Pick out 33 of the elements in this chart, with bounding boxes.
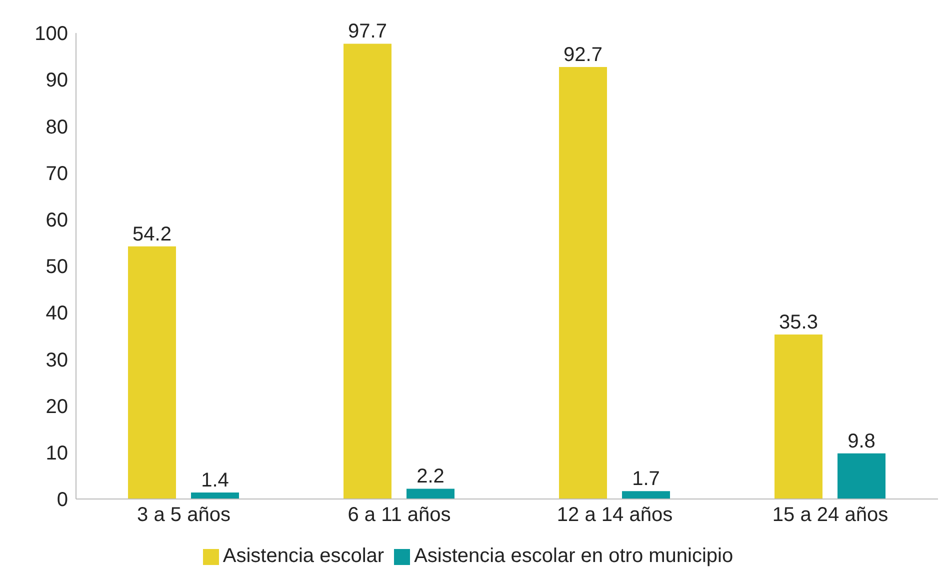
bar [838, 453, 886, 499]
y-tick-label: 100 [34, 23, 68, 46]
bar [622, 491, 670, 499]
legend-label: Asistencia escolar en otro municipio [414, 545, 734, 567]
y-tick-label: 90 [46, 70, 68, 92]
data-label: 9.8 [848, 430, 876, 452]
y-tick-label: 0 [56, 489, 68, 512]
data-label: 97.7 [348, 20, 387, 43]
x-tick-label: 3 a 5 años [137, 504, 230, 526]
y-tick-label: 70 [46, 162, 68, 185]
data-label: 54.2 [132, 223, 172, 246]
x-tick-label: 12 a 14 años [556, 504, 673, 526]
data-label: 35.3 [779, 312, 818, 334]
data-label: 92.7 [564, 44, 602, 66]
data-label: 2.2 [416, 466, 444, 488]
bar [128, 246, 176, 499]
bar [559, 67, 607, 499]
y-tick-label: 40 [46, 302, 68, 325]
bar [774, 334, 822, 499]
x-tick-label: 15 a 24 años [772, 504, 888, 526]
y-tick-label: 60 [46, 210, 68, 232]
x-tick-label: 6 a 11 años [348, 504, 451, 526]
y-tick-label: 30 [46, 349, 68, 372]
bar [344, 44, 392, 499]
bar [406, 488, 454, 499]
data-label: 1.4 [201, 469, 229, 492]
y-tick-label: 80 [46, 116, 68, 138]
y-tick-label: 20 [46, 396, 68, 418]
legend-label: Asistencia escolar [222, 545, 384, 567]
y-tick-label: 10 [46, 442, 68, 464]
y-tick-label: 50 [46, 256, 68, 278]
data-label: 1.7 [632, 468, 660, 490]
bar [191, 492, 239, 499]
